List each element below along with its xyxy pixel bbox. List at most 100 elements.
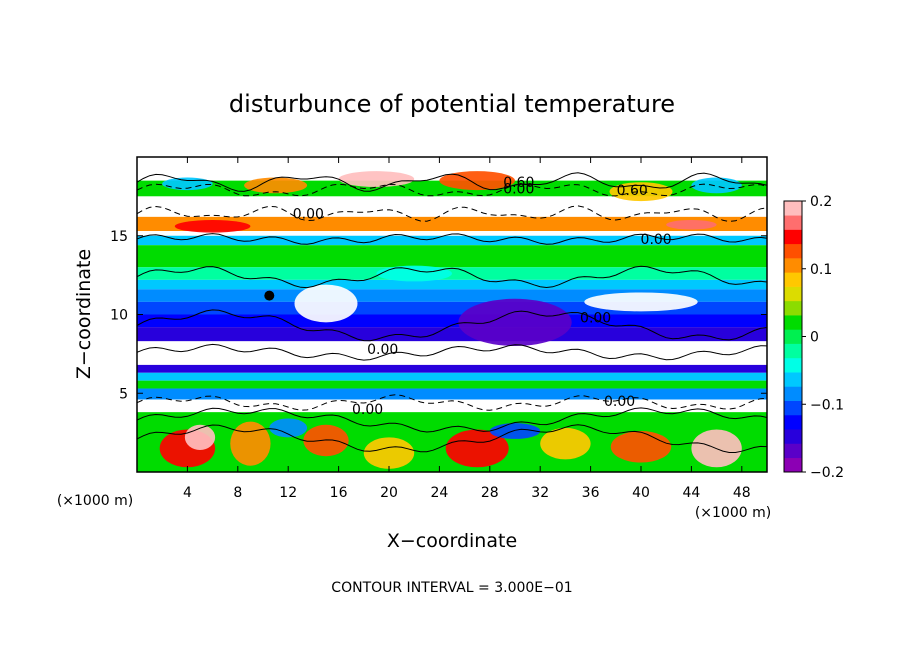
color-patch xyxy=(294,284,358,323)
contour-line xyxy=(137,343,767,361)
color-band xyxy=(137,327,767,342)
color-band xyxy=(137,157,767,181)
color-band xyxy=(137,364,767,373)
colorbar-tick-label: 0 xyxy=(810,330,819,346)
color-band xyxy=(137,279,767,290)
color-patch xyxy=(269,418,308,438)
colorbar-swatch xyxy=(784,357,802,373)
color-patch xyxy=(691,177,742,194)
contour-line xyxy=(137,394,767,411)
colorbar-swatch xyxy=(784,443,802,459)
colorbar-swatch xyxy=(784,457,802,473)
colorbar-swatch xyxy=(784,300,802,316)
y-unit-label: (×1000 m) xyxy=(57,493,133,509)
y-axis-label: Z−coordinate xyxy=(73,249,95,379)
color-patch xyxy=(458,298,572,346)
y-tick-label: 5 xyxy=(119,386,128,402)
color-patch xyxy=(666,220,717,230)
colorbar-swatch xyxy=(784,229,802,245)
colorbar-swatch xyxy=(784,429,802,444)
contour-label: 0.00 xyxy=(604,394,635,410)
contour-dot xyxy=(264,290,275,301)
color-patch xyxy=(439,171,515,191)
color-band xyxy=(137,196,767,217)
color-band xyxy=(137,341,767,365)
contour-interval-note: CONTOUR INTERVAL = 3.000E−01 xyxy=(331,580,572,596)
contour-line xyxy=(137,172,767,192)
colorbar-tick-label: −0.1 xyxy=(810,397,844,413)
contour-label: 0.00 xyxy=(503,182,534,198)
colorbar-swatch xyxy=(784,258,802,273)
x-tick-label: 4 xyxy=(183,485,192,501)
color-patch xyxy=(376,265,453,282)
color-band xyxy=(137,245,767,268)
contour-label: 0.00 xyxy=(352,402,383,418)
y-tick-label: 10 xyxy=(110,308,128,324)
y-axis: 5 10 15 xyxy=(110,229,767,402)
contour-lines xyxy=(137,172,767,453)
x-tick-label: 28 xyxy=(481,485,499,501)
x-tick-label: 48 xyxy=(733,485,751,501)
colorbar-swatch xyxy=(784,243,802,259)
x-tick-label: 12 xyxy=(279,485,297,501)
color-field xyxy=(137,157,767,472)
color-band xyxy=(137,388,767,400)
color-band xyxy=(137,314,767,328)
color-patch xyxy=(363,437,415,469)
colorbar-swatch xyxy=(784,343,802,359)
contour-label: 0.00 xyxy=(293,207,324,223)
contour-label: 0.00 xyxy=(367,342,398,358)
color-band xyxy=(137,216,767,232)
color-patch xyxy=(584,292,698,312)
x-tick-label: 44 xyxy=(682,485,700,501)
plot-area xyxy=(137,157,767,472)
colorbar-tick-label: −0.2 xyxy=(810,465,844,481)
color-band xyxy=(137,380,767,389)
contour-line xyxy=(137,407,767,433)
contour-label: 0.60 xyxy=(503,175,534,191)
color-patch xyxy=(610,431,672,463)
x-tick-label: 20 xyxy=(380,485,398,501)
contour-line xyxy=(137,424,767,453)
contour-label: 0.60 xyxy=(617,183,648,199)
colorbar-swatch xyxy=(784,201,802,216)
color-band xyxy=(137,231,767,236)
contour-line xyxy=(137,265,767,289)
colorbar-tick-label: 0.2 xyxy=(810,194,832,210)
colorbar-swatch xyxy=(784,272,802,287)
color-band xyxy=(137,399,767,413)
colorbar-swatch xyxy=(784,329,802,344)
contour-label: 0.00 xyxy=(580,311,611,327)
colorbar-swatch xyxy=(784,372,802,387)
x-unit-label: (×1000 m) xyxy=(695,505,771,521)
color-patch xyxy=(303,424,349,457)
x-tick-label: 8 xyxy=(233,485,242,501)
color-patch xyxy=(338,171,415,187)
contour-label: 0.00 xyxy=(641,232,672,248)
colorbar-swatch xyxy=(784,386,802,401)
color-patch xyxy=(174,220,251,233)
colorbar-swatch xyxy=(784,400,802,416)
colorbar-swatch xyxy=(784,286,802,302)
x-tick-label: 32 xyxy=(531,485,549,501)
color-patch xyxy=(445,429,509,468)
x-tick-label: 40 xyxy=(632,485,650,501)
x-tick-label: 16 xyxy=(330,485,348,501)
color-patch xyxy=(540,427,591,460)
contour-labels: 0.600.00 0.600.000.000.000.000.00 0.00 xyxy=(293,175,672,418)
contour-line xyxy=(137,233,767,245)
contour-line xyxy=(137,183,767,197)
contour-line xyxy=(137,309,767,342)
color-band xyxy=(137,235,767,246)
x-tick-label: 24 xyxy=(430,485,448,501)
x-tick-label: 36 xyxy=(582,485,600,501)
color-patch xyxy=(244,177,308,194)
x-axis-label: X−coordinate xyxy=(387,530,517,552)
color-band xyxy=(137,372,767,381)
colorbar-tick-label: 0.1 xyxy=(810,262,832,278)
colorbar-swatch xyxy=(784,414,802,430)
y-tick-label: 15 xyxy=(110,229,128,245)
color-patch xyxy=(230,421,271,466)
colorbar-swatch xyxy=(784,315,802,330)
